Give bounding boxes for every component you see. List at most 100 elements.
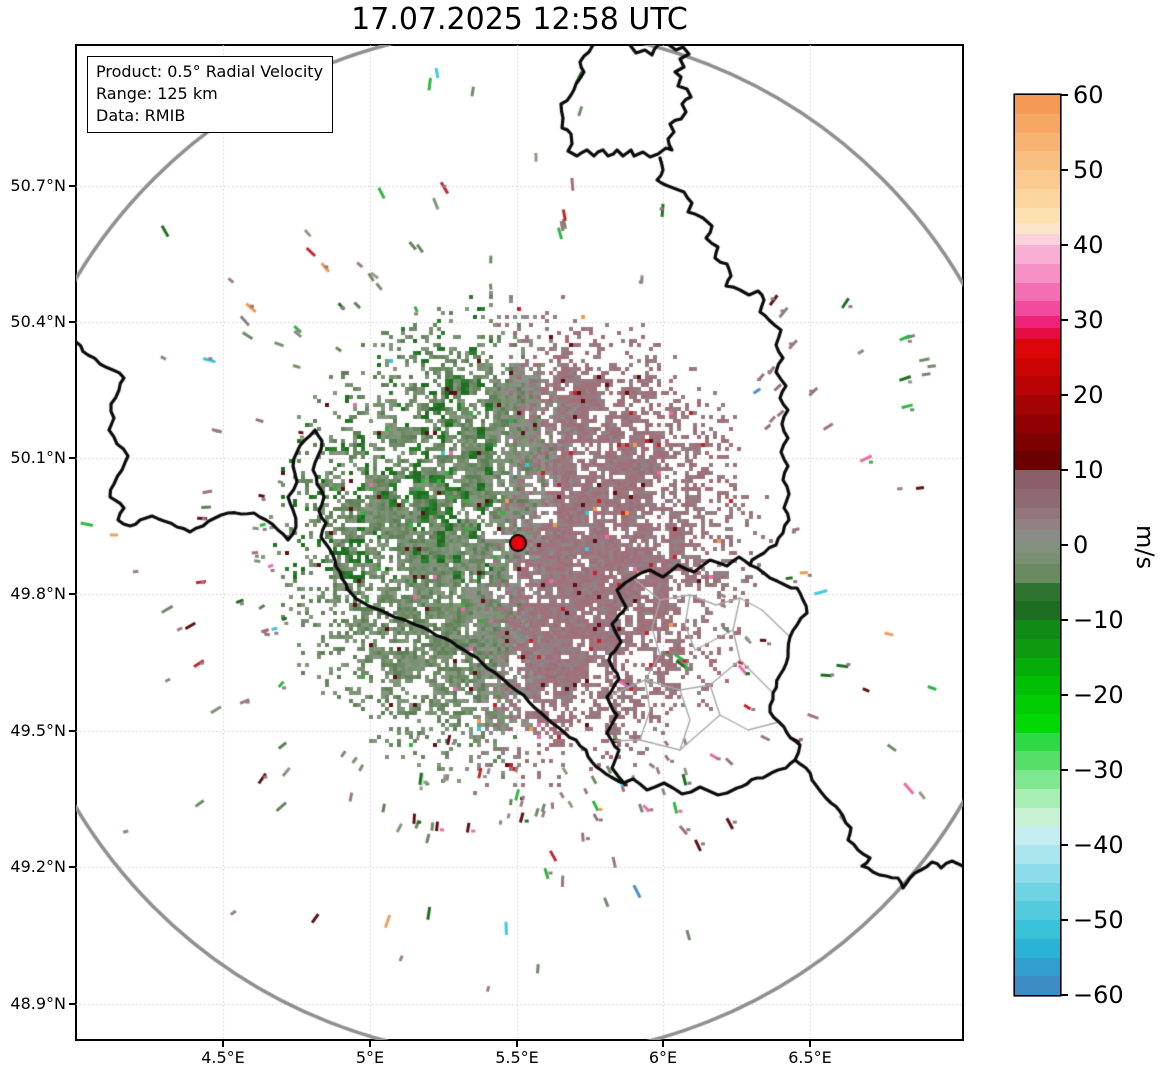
colorbar-tick-label: 40 bbox=[1073, 231, 1104, 259]
colorbar-band bbox=[1015, 113, 1060, 133]
colorbar-band bbox=[1015, 920, 1060, 939]
colorbar-band bbox=[1015, 938, 1060, 958]
y-axis-tick-mark bbox=[69, 321, 76, 323]
colorbar-band bbox=[1015, 530, 1060, 542]
x-axis-tick-label: 4.5°E bbox=[201, 1048, 245, 1067]
colorbar-tick-label: −10 bbox=[1073, 606, 1124, 634]
colorbar-band bbox=[1015, 451, 1060, 470]
colorbar-band bbox=[1015, 901, 1060, 920]
colorbar-band bbox=[1015, 233, 1060, 245]
colorbar-band bbox=[1015, 132, 1060, 152]
y-axis-tick-mark bbox=[69, 593, 76, 595]
colorbar-tick-mark bbox=[1060, 469, 1068, 471]
colorbar-band bbox=[1015, 863, 1060, 883]
colorbar-band bbox=[1015, 845, 1060, 864]
y-axis-tick-label: 50.4°N bbox=[10, 312, 66, 331]
colorbar-band bbox=[1015, 552, 1060, 564]
x-axis-tick-mark bbox=[222, 1040, 224, 1047]
colorbar-band bbox=[1015, 207, 1060, 223]
y-axis-tick-label: 48.9°N bbox=[10, 994, 66, 1013]
colorbar-band bbox=[1015, 413, 1060, 433]
colorbar-tick-label: 50 bbox=[1073, 156, 1104, 184]
colorbar-tick-mark bbox=[1060, 769, 1068, 771]
colorbar-band bbox=[1015, 327, 1060, 339]
colorbar-band bbox=[1015, 713, 1060, 733]
colorbar-band bbox=[1015, 770, 1060, 789]
colorbar-tick-mark bbox=[1060, 94, 1068, 96]
x-axis-tick-label: 5°E bbox=[355, 1048, 385, 1067]
x-axis-tick-label: 5.5°E bbox=[495, 1048, 539, 1067]
colorbar-band bbox=[1015, 957, 1060, 977]
colorbar-band bbox=[1015, 826, 1060, 845]
product-info-box: Product: 0.5° Radial Velocity Range: 125… bbox=[87, 56, 334, 134]
colorbar-band bbox=[1015, 432, 1060, 452]
colorbar-band bbox=[1015, 518, 1060, 530]
y-axis-tick-mark bbox=[69, 1003, 76, 1005]
colorbar-tick-mark bbox=[1060, 694, 1068, 696]
product-info-line: Product: 0.5° Radial Velocity bbox=[96, 62, 324, 81]
colorbar-tick-label: 10 bbox=[1073, 456, 1104, 484]
colorbar-tick-mark bbox=[1060, 994, 1068, 996]
colorbar-band bbox=[1015, 657, 1060, 677]
colorbar-band bbox=[1015, 582, 1060, 602]
colorbar-tick-label: 20 bbox=[1073, 381, 1104, 409]
colorbar-band bbox=[1015, 222, 1060, 234]
y-axis-tick-label: 50.1°N bbox=[10, 448, 66, 467]
range-info-line: Range: 125 km bbox=[96, 84, 218, 104]
colorbar-band bbox=[1015, 541, 1060, 553]
colorbar-band bbox=[1015, 638, 1060, 658]
y-axis-tick-label: 49.2°N bbox=[10, 857, 66, 876]
colorbar-tick-label: 60 bbox=[1073, 81, 1104, 109]
colorbar-band bbox=[1015, 245, 1060, 264]
colorbar-band bbox=[1015, 788, 1060, 808]
colorbar-band bbox=[1015, 282, 1060, 302]
x-axis-tick-mark bbox=[369, 1040, 371, 1047]
colorbar-tick-mark bbox=[1060, 844, 1068, 846]
y-axis-tick-mark bbox=[69, 866, 76, 868]
colorbar bbox=[1015, 95, 1060, 995]
colorbar-band bbox=[1015, 301, 1060, 317]
colorbar-band bbox=[1015, 563, 1060, 583]
colorbar-tick-label: −60 bbox=[1073, 981, 1124, 1009]
colorbar-band bbox=[1015, 95, 1060, 114]
map-plot-area: Product: 0.5° Radial Velocity Range: 125… bbox=[75, 44, 964, 1041]
colorbar-tick-mark bbox=[1060, 544, 1068, 546]
y-axis-tick-mark bbox=[69, 185, 76, 187]
x-axis-tick-label: 6°E bbox=[648, 1048, 678, 1067]
colorbar-tick-label: −40 bbox=[1073, 831, 1124, 859]
colorbar-band bbox=[1015, 395, 1060, 414]
colorbar-band bbox=[1015, 695, 1060, 714]
colorbar-band bbox=[1015, 338, 1060, 358]
colorbar-band bbox=[1015, 676, 1060, 695]
colorbar-tick-mark bbox=[1060, 394, 1068, 396]
colorbar-band bbox=[1015, 620, 1060, 639]
colorbar-band bbox=[1015, 188, 1060, 208]
colorbar-band bbox=[1015, 263, 1060, 283]
colorbar-band bbox=[1015, 601, 1060, 620]
y-axis-tick-label: 49.8°N bbox=[10, 584, 66, 603]
colorbar-band bbox=[1015, 470, 1060, 489]
x-axis-tick-label: 6.5°E bbox=[788, 1048, 832, 1067]
colorbar-band bbox=[1015, 488, 1060, 508]
x-axis-tick-mark bbox=[516, 1040, 518, 1047]
colorbar-band bbox=[1015, 357, 1060, 377]
colorbar-band bbox=[1015, 976, 1060, 995]
colorbar-tick-mark bbox=[1060, 919, 1068, 921]
colorbar-band bbox=[1015, 807, 1060, 827]
colorbar-tick-label: 0 bbox=[1073, 531, 1089, 559]
colorbar-band bbox=[1015, 507, 1060, 519]
colorbar-band bbox=[1015, 882, 1060, 902]
y-axis-tick-label: 49.5°N bbox=[10, 721, 66, 740]
colorbar-band bbox=[1015, 316, 1060, 328]
y-axis-tick-mark bbox=[69, 730, 76, 732]
y-axis-tick-mark bbox=[69, 457, 76, 459]
colorbar-band bbox=[1015, 732, 1060, 752]
colorbar-tick-label: −30 bbox=[1073, 756, 1124, 784]
colorbar-tick-mark bbox=[1060, 169, 1068, 171]
colorbar-tick-mark bbox=[1060, 319, 1068, 321]
colorbar-band bbox=[1015, 151, 1060, 170]
colorbar-tick-mark bbox=[1060, 619, 1068, 621]
x-axis-tick-mark bbox=[662, 1040, 664, 1047]
figure-title: 17.07.2025 12:58 UTC bbox=[351, 2, 688, 37]
